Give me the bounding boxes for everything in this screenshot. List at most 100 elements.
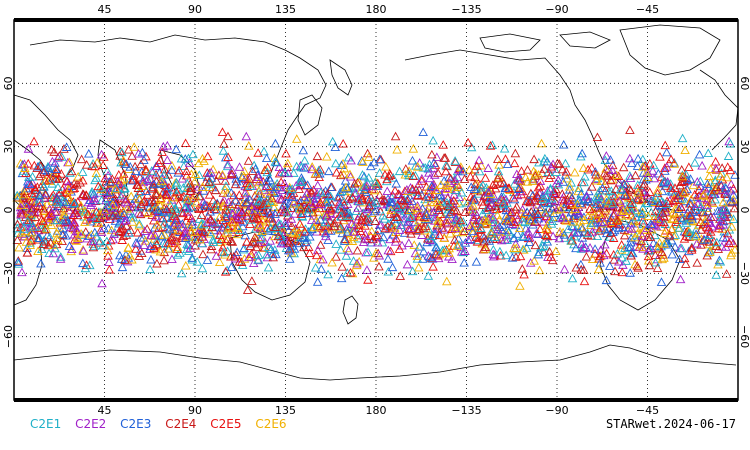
observation-marker — [125, 250, 135, 260]
observation-marker — [289, 209, 300, 218]
observation-marker — [526, 188, 536, 198]
observation-marker — [103, 251, 113, 260]
observation-marker — [391, 178, 401, 188]
observation-marker — [608, 233, 619, 242]
observation-marker — [500, 183, 510, 193]
coastline-greenland — [619, 24, 721, 76]
observation-marker — [668, 196, 678, 206]
observation-marker — [230, 253, 241, 263]
observation-marker — [337, 262, 347, 271]
observation-marker — [574, 183, 584, 192]
observation-marker — [490, 201, 501, 210]
observation-marker — [705, 227, 716, 236]
observation-marker — [163, 169, 173, 179]
observation-marker — [357, 170, 368, 179]
observation-marker — [382, 186, 393, 196]
observation-marker — [252, 213, 262, 223]
observation-marker — [600, 224, 611, 234]
observation-marker — [95, 210, 106, 219]
observation-marker — [139, 226, 150, 235]
observation-marker — [375, 206, 386, 216]
observation-marker — [96, 149, 107, 159]
observation-marker — [702, 234, 713, 244]
observation-marker — [630, 259, 640, 269]
observation-marker — [112, 183, 122, 193]
observation-marker — [484, 210, 495, 220]
observation-marker — [116, 226, 126, 235]
observation-marker — [162, 183, 173, 193]
observation-marker — [189, 176, 200, 186]
observation-marker — [158, 238, 169, 247]
observation-marker — [69, 198, 80, 207]
observation-marker — [568, 216, 578, 226]
observation-marker — [72, 179, 82, 189]
observation-marker — [655, 152, 665, 161]
observation-marker — [533, 229, 543, 239]
observation-marker — [22, 248, 33, 257]
observation-marker — [137, 147, 148, 157]
observation-marker — [713, 259, 723, 269]
observation-marker — [582, 228, 593, 238]
observation-marker — [557, 189, 568, 198]
observation-marker — [685, 198, 696, 208]
lon-tick-top: 180 — [366, 3, 387, 16]
observation-marker — [477, 196, 487, 206]
observation-marker — [640, 238, 651, 247]
observation-marker — [458, 166, 468, 176]
observation-marker — [363, 247, 373, 256]
lon-tick-top: −135 — [451, 3, 481, 16]
observation-marker — [586, 163, 597, 172]
observation-marker — [372, 237, 383, 247]
observation-marker — [73, 233, 83, 242]
observation-marker — [145, 264, 155, 274]
observation-marker — [444, 200, 454, 210]
observation-marker — [338, 183, 349, 193]
observation-marker — [299, 155, 310, 165]
observation-marker — [348, 256, 359, 265]
observation-marker — [600, 155, 611, 165]
observation-marker — [110, 216, 121, 225]
observation-marker — [298, 145, 309, 155]
observation-marker — [320, 217, 330, 227]
observation-marker — [725, 185, 735, 195]
observation-marker — [381, 176, 392, 186]
observation-marker — [488, 249, 499, 259]
observation-marker — [66, 222, 76, 232]
observation-marker — [12, 223, 23, 233]
observation-marker — [33, 161, 43, 171]
observation-marker — [445, 173, 456, 183]
observation-marker — [190, 227, 200, 237]
observation-marker — [495, 246, 505, 256]
observation-marker — [607, 160, 618, 170]
observation-marker — [517, 231, 528, 241]
observation-marker — [88, 196, 99, 205]
observation-marker — [417, 173, 427, 183]
observation-marker — [212, 235, 223, 244]
observation-marker — [291, 161, 302, 171]
observation-marker — [187, 202, 197, 211]
observation-marker — [384, 171, 394, 181]
observation-marker — [570, 204, 580, 213]
observation-marker — [53, 153, 63, 162]
observation-marker — [242, 178, 252, 188]
observation-marker — [136, 199, 146, 209]
observation-marker — [245, 181, 256, 191]
observation-marker — [478, 180, 488, 190]
observation-marker — [357, 211, 368, 221]
observation-marker — [545, 185, 556, 194]
observation-marker — [535, 224, 545, 233]
observation-marker — [612, 248, 623, 258]
observation-marker — [439, 244, 450, 254]
observation-marker — [412, 254, 423, 263]
observation-marker — [45, 237, 56, 247]
observation-marker — [398, 195, 409, 205]
observation-marker — [77, 167, 88, 176]
observation-marker — [591, 192, 601, 202]
observation-marker — [339, 163, 350, 173]
observation-marker — [647, 166, 658, 175]
observation-marker — [452, 172, 463, 182]
observation-marker — [182, 178, 192, 188]
observation-marker — [724, 238, 734, 247]
observation-marker — [53, 182, 63, 192]
observation-marker — [379, 194, 389, 204]
